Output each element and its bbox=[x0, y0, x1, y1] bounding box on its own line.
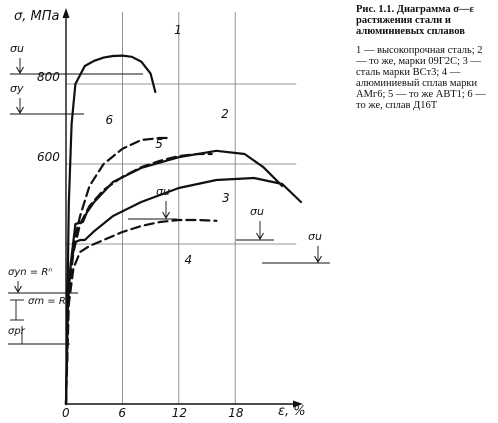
figure-caption: Рис. 1.1. Диаграмма σ—ε растяжения стали… bbox=[356, 4, 494, 111]
y-tick-label: 800 bbox=[37, 70, 60, 84]
x-axis-label: ε, % bbox=[278, 404, 306, 419]
series-label-4: 4 bbox=[184, 253, 192, 267]
series-label-5: 5 bbox=[155, 137, 163, 151]
sigma-y-arrow-head bbox=[16, 106, 24, 114]
x-tick-label: 6 bbox=[118, 406, 126, 420]
annotation-sigma-u-2: σu bbox=[250, 205, 264, 218]
annotation-sigma-u-3: σu bbox=[308, 230, 322, 243]
sigma-u-arrow-head bbox=[16, 66, 24, 74]
sigma-u-6-arrow-head bbox=[162, 211, 170, 219]
series-line-6 bbox=[64, 136, 171, 406]
series-line-4 bbox=[64, 218, 218, 406]
x-tick-label: 12 bbox=[172, 406, 187, 420]
series-label-2: 2 bbox=[221, 107, 229, 121]
x-tick-label: 18 bbox=[228, 406, 244, 420]
x-tick-label: 0 bbox=[62, 406, 70, 420]
series-label-1: 1 bbox=[174, 23, 182, 37]
series-line-3 bbox=[64, 176, 303, 406]
sigma-u-2-arrow-head bbox=[256, 232, 264, 240]
sigma-u-3-arrow-head bbox=[314, 255, 322, 263]
annotation-sigma-u-6: σu bbox=[156, 185, 170, 198]
chart-title: Рис. 1.1. Диаграмма σ—ε растяжения стали… bbox=[356, 4, 474, 37]
series-label-3: 3 bbox=[222, 191, 230, 205]
annotation-sigma-u: σu bbox=[10, 42, 24, 55]
legend-text: 1 — высокопрочная сталь; 2 — то же, марк… bbox=[356, 45, 486, 111]
y-axis-label: σ, МПа bbox=[14, 9, 59, 24]
x-axis-arrow bbox=[293, 400, 303, 408]
series-line-1 bbox=[64, 54, 157, 406]
series-label-6: 6 bbox=[105, 113, 113, 127]
sigma-yn-arrow-head bbox=[14, 285, 22, 293]
annotation-sigma-pr: σpr bbox=[8, 326, 26, 337]
chart-axes bbox=[62, 8, 303, 408]
y-tick-label: 600 bbox=[37, 150, 60, 164]
annotation-sigma-m: σm = Rⁿ bbox=[28, 296, 70, 307]
y-axis-arrow bbox=[62, 8, 70, 18]
annotation-sigma-y: σy bbox=[10, 82, 24, 95]
annotation-sigma-yn: σyn = Rⁿ bbox=[8, 267, 52, 278]
